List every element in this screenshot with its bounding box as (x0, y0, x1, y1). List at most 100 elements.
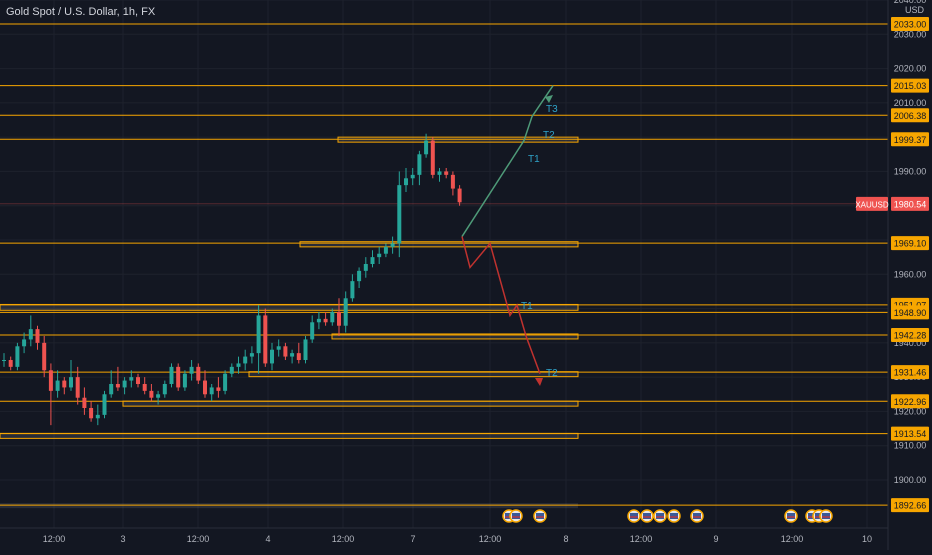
level-price-tag-text: 1913.54 (894, 429, 927, 439)
candle-body (276, 346, 281, 350)
level-price-tag (891, 426, 929, 441)
x-tick-label: 9 (713, 534, 718, 544)
target-label-bull_t1: T1 (528, 154, 540, 165)
candle-body (337, 312, 341, 326)
level-price-tag (891, 394, 929, 409)
level-price-tag-text: 2015.03 (894, 81, 927, 91)
candle-body (169, 366, 174, 384)
last-price-tag-text: 1980.54 (894, 199, 927, 209)
candle-body (249, 353, 254, 357)
sr-zone (122, 400, 579, 407)
economic-event-icon[interactable] (653, 509, 667, 523)
x-tick-label: 7 (410, 534, 415, 544)
candle-body (122, 380, 127, 388)
candle-body (290, 353, 295, 357)
candle-body (216, 387, 221, 391)
candle-body (209, 387, 214, 395)
candle-body (417, 154, 422, 175)
candle-body (363, 264, 368, 271)
candle-body (182, 373, 187, 388)
target-label-bear_t2: T2 (546, 368, 558, 379)
chart-title: Gold Spot / U.S. Dollar, 1h, FX (6, 6, 156, 18)
level-price-tag-text: 1999.37 (894, 135, 927, 145)
candle-body (410, 174, 415, 179)
candle-body (62, 380, 67, 388)
bearish-arrow-head (535, 378, 543, 386)
level-price-tag-text: 1922.96 (894, 397, 927, 407)
candle-body (42, 342, 47, 371)
level-price-tag (891, 305, 929, 320)
economic-event-icon[interactable] (533, 509, 547, 523)
candle-body (8, 360, 13, 367)
candle-body (109, 384, 114, 395)
candle-body (82, 397, 87, 408)
economic-event-icon[interactable] (819, 509, 833, 523)
last-price-tag (891, 196, 929, 211)
economic-event-icon[interactable] (667, 509, 681, 523)
level-price-tag-text: 1892.66 (894, 501, 927, 511)
candle-body (243, 356, 248, 364)
candle-body (457, 188, 462, 203)
y-tick-label: 2020.00 (894, 64, 927, 74)
candle-body (437, 171, 442, 175)
sr-zone (331, 333, 579, 340)
candle-body (330, 312, 335, 323)
candle-body (196, 366, 201, 381)
level-price-tag (891, 365, 929, 380)
candle-body (55, 380, 60, 391)
level-price-tag-text: 1969.10 (894, 239, 927, 249)
economic-event-icon[interactable] (627, 509, 641, 523)
economic-event-icon[interactable] (640, 509, 654, 523)
bearish-projection-line (461, 236, 541, 374)
bullish-projection-line (461, 85, 554, 237)
candle-body (303, 339, 308, 360)
level-price-tag-text: 1931.46 (894, 368, 927, 378)
candle-body (383, 246, 388, 254)
candle-body (430, 140, 435, 175)
candle-body (15, 346, 20, 367)
candle-body (316, 318, 321, 323)
candle-body (350, 281, 355, 299)
currency-label: USD (904, 5, 924, 15)
economic-event-icon[interactable] (509, 509, 523, 523)
level-price-tag (891, 17, 929, 31)
level-price-tag-text: 2033.00 (894, 20, 927, 30)
candle-body (323, 318, 328, 323)
candle-body (149, 390, 154, 398)
candle-body (343, 298, 348, 326)
level-price-tag (891, 498, 929, 513)
candle-body (450, 174, 455, 189)
candle-body (176, 366, 181, 388)
x-tick-label: 8 (563, 534, 568, 544)
candle-body (136, 377, 140, 384)
x-tick-label: 4 (265, 534, 270, 544)
candle-body (236, 363, 241, 367)
economic-event-icon[interactable] (784, 509, 798, 523)
candle-body (256, 315, 261, 354)
candle-body (424, 140, 429, 155)
candle-body (102, 394, 107, 415)
candle-body (69, 377, 73, 388)
sr-zone (299, 241, 579, 248)
candle-body (35, 329, 40, 343)
candle-body (162, 384, 167, 395)
candle-body (296, 353, 301, 360)
level-price-tag (891, 132, 929, 147)
x-tick-label: 10 (862, 534, 872, 544)
y-tick-label: 1920.00 (894, 406, 927, 416)
candle-body (89, 408, 94, 419)
y-tick-label: 1900.00 (894, 475, 927, 485)
candle-body (229, 366, 234, 374)
candle-body (263, 315, 268, 364)
level-price-tag-text: 1942.28 (894, 331, 927, 341)
y-tick-label: 1910.00 (894, 441, 927, 451)
candle-body (357, 270, 362, 282)
candle-body (283, 346, 288, 357)
y-tick-label: 2010.00 (894, 98, 927, 108)
candle-body (75, 377, 80, 398)
economic-event-icon[interactable] (690, 509, 704, 523)
candle-body (142, 384, 147, 391)
y-tick-label: 1940.00 (894, 338, 927, 348)
